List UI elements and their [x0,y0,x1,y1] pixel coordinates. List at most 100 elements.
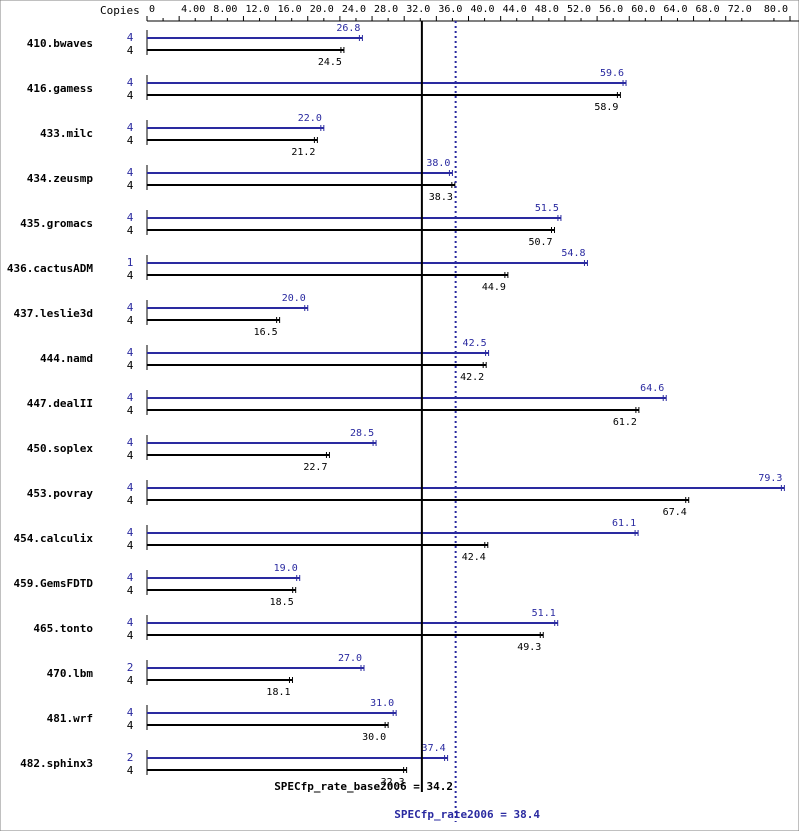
bench-group-04: 435.gromacs 44 51.5 50.7 [20,203,562,248]
base-value-09: 22.7 [303,462,327,473]
bench-label-13: 465.tonto [33,622,93,635]
x-tick-label-10: 40.0 [471,4,495,15]
bench-label-02: 433.milc [40,127,93,140]
peak-copies-05: 1 [127,256,134,269]
peak-copies-15: 4 [127,706,134,719]
base-copies-08: 4 [127,404,134,417]
bench-group-15: 481.wrf 44 31.0 30.0 [47,698,397,743]
bench-label-04: 435.gromacs [20,217,93,230]
base-value-05: 44.9 [482,282,506,293]
base-value-13: 49.3 [517,642,541,653]
bench-group-03: 434.zeusmp 44 38.0 38.3 [27,158,456,203]
x-axis: Copies 0 4.00 8.00 12.0 16.0 20.0 24.0 28.0 32.0 3… [100,4,799,22]
base-value-10: 67.4 [663,507,687,518]
base-value-03: 38.3 [429,192,453,203]
peak-summary-label: SPECfp_rate2006 = 38.4 [394,808,540,821]
base-value-07: 42.2 [460,372,484,383]
reference-lines: SPECfp_rate_base2006 = 34.2 SPECfp_rate20… [274,21,540,822]
bench-label-00: 410.bwaves [27,37,93,50]
base-copies-11: 4 [127,539,134,552]
peak-value-12: 19.0 [274,563,298,574]
base-copies-00: 4 [127,44,134,57]
bench-group-02: 433.milc 44 22.0 21.2 [40,113,325,158]
bench-label-01: 416.gamess [27,82,93,95]
x-tick-label-04: 16.0 [278,4,302,15]
bench-label-03: 434.zeusmp [27,172,94,185]
x-tick-label-03: 12.0 [245,4,269,15]
base-copies-14: 4 [127,674,134,687]
base-value-00: 24.5 [318,57,342,68]
bench-group-13: 465.tonto 44 51.1 49.3 [33,608,559,653]
bench-group-14: 470.lbm 24 27.0 18.1 [47,653,365,698]
x-tick-label-16: 64.0 [663,4,687,15]
peak-value-03: 38.0 [426,158,450,169]
bench-group-09: 450.soplex 44 28.5 22.7 [27,428,377,473]
peak-copies-02: 4 [127,121,134,134]
base-copies-12: 4 [127,584,134,597]
base-value-14: 18.1 [266,687,290,698]
x-tick-label-17: 68.0 [696,4,720,15]
peak-value-07: 42.5 [463,338,487,349]
x-tick-label-00: 0 [149,4,155,15]
base-copies-13: 4 [127,629,134,642]
peak-value-00: 26.8 [336,23,360,34]
peak-copies-07: 4 [127,346,134,359]
x-tick-label-13: 52.0 [567,4,591,15]
peak-copies-01: 4 [127,76,134,89]
x-tick-label-05: 20.0 [310,4,334,15]
peak-value-08: 64.6 [640,383,664,394]
x-tick-label-02: 8.00 [213,4,237,15]
bench-group-16: 482.sphinx3 24 37.4 32.3 [20,743,449,788]
peak-copies-13: 4 [127,616,134,629]
bench-label-06: 437.leslie3d [14,307,93,320]
bench-label-11: 454.calculix [14,532,94,545]
base-copies-03: 4 [127,179,134,192]
peak-value-04: 51.5 [535,203,559,214]
x-tick-label-11: 44.0 [503,4,527,15]
bench-group-11: 454.calculix 44 61.1 42.4 [14,518,639,563]
base-value-01: 58.9 [594,102,618,113]
base-copies-10: 4 [127,494,134,507]
base-value-02: 21.2 [291,147,315,158]
peak-copies-03: 4 [127,166,134,179]
bench-label-07: 444.namd [40,352,93,365]
base-copies-02: 4 [127,134,134,147]
base-copies-15: 4 [127,719,134,732]
bench-label-05: 436.cactusADM [7,262,93,275]
x-tick-label-08: 32.0 [406,4,430,15]
bench-group-08: 447.dealII 44 64.6 61.2 [27,383,667,428]
base-value-16: 32.3 [381,777,405,788]
peak-value-01: 59.6 [600,68,624,79]
base-value-08: 61.2 [613,417,637,428]
peak-copies-12: 4 [127,571,134,584]
peak-copies-04: 4 [127,211,134,224]
x-tick-label-01: 4.00 [181,4,205,15]
peak-value-16: 37.4 [422,743,446,754]
peak-value-10: 79.3 [758,473,782,484]
base-summary-label: SPECfp_rate_base2006 = 34.2 [274,780,453,793]
x-tick-label-09: 36.0 [438,4,462,15]
peak-value-05: 54.8 [561,248,585,259]
base-copies-16: 4 [127,764,134,777]
bench-group-07: 444.namd 44 42.5 42.2 [40,338,490,383]
x-tick-label-12: 48.0 [535,4,559,15]
peak-value-09: 28.5 [350,428,374,439]
peak-copies-14: 2 [127,661,134,674]
bench-label-09: 450.soplex [27,442,94,455]
base-copies-05: 4 [127,269,134,282]
bench-label-14: 470.lbm [47,667,94,680]
peak-value-02: 22.0 [298,113,322,124]
bench-group-10: 453.povray 44 79.3 67.4 [27,473,785,518]
x-tick-label-18: 72.0 [728,4,752,15]
peak-copies-06: 4 [127,301,134,314]
peak-copies-00: 4 [127,31,134,44]
base-copies-01: 4 [127,89,134,102]
base-value-06: 16.5 [254,327,278,338]
bench-group-00: 410.bwaves 44 26.8 24.5 [27,23,363,68]
bench-group-01: 416.gamess 44 59.6 58.9 [27,68,627,113]
base-copies-07: 4 [127,359,134,372]
bench-group-05: 436.cactusADM 14 54.8 44.9 [7,248,588,293]
